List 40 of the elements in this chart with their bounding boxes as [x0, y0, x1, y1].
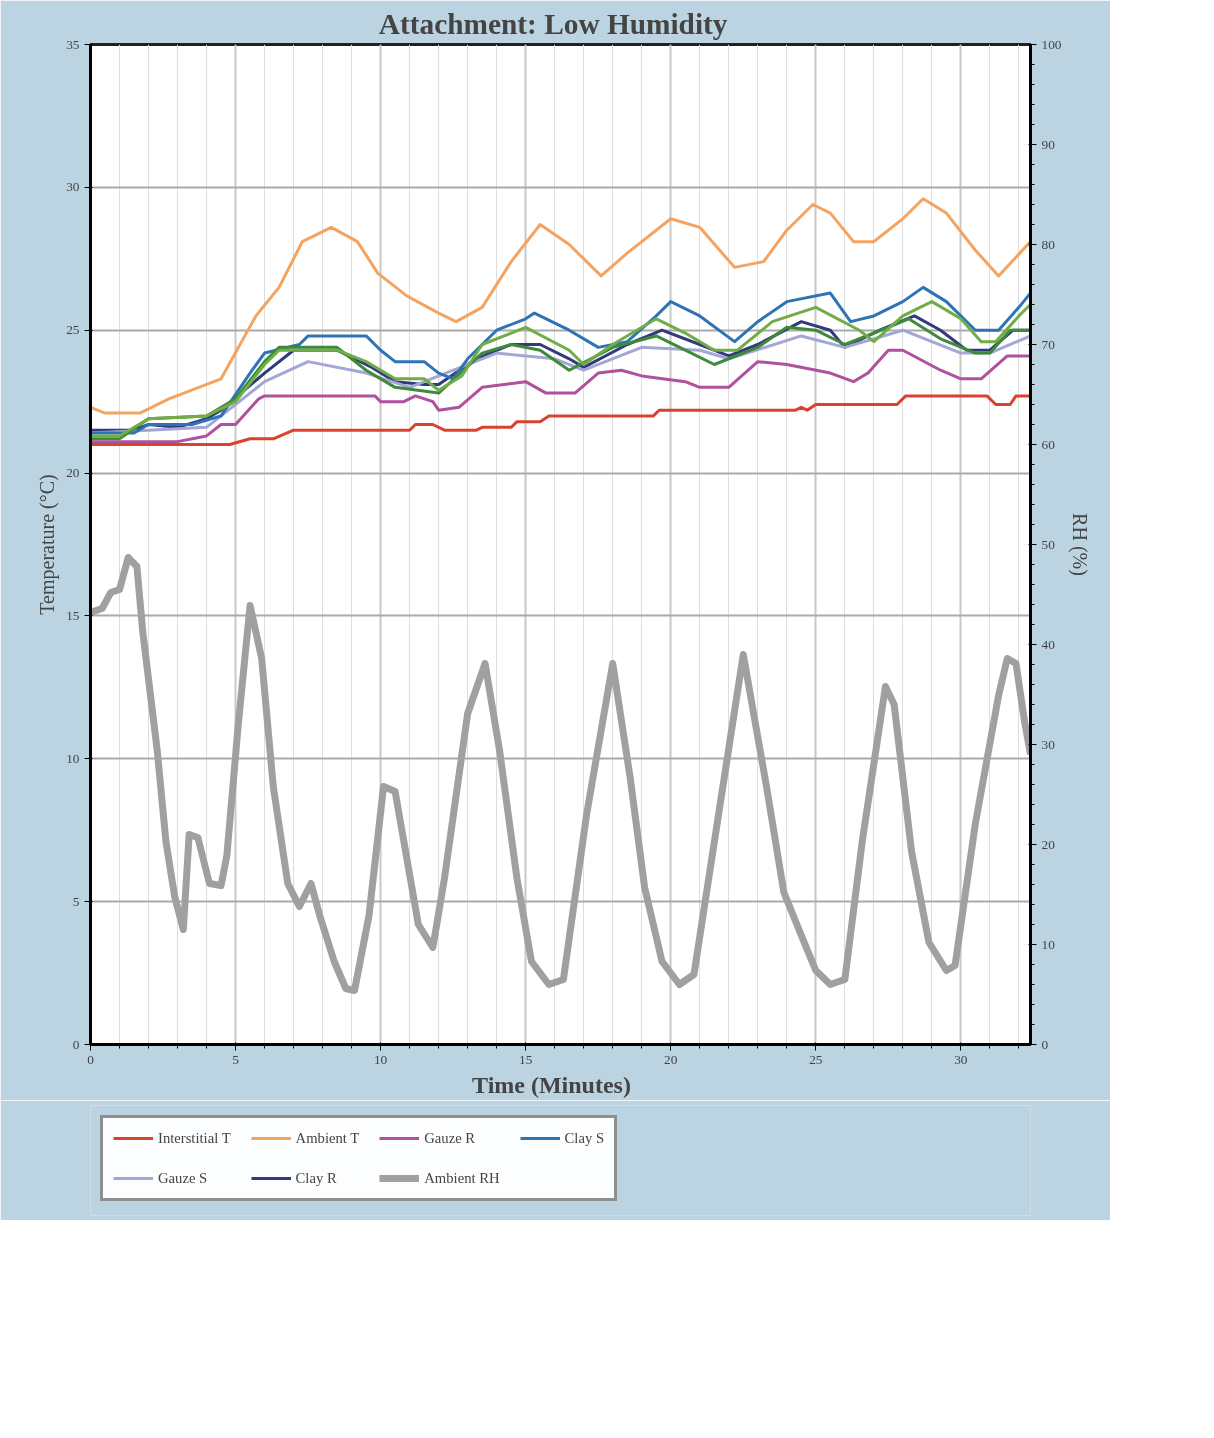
chart-title: Attachment: Low Humidity	[378, 7, 728, 40]
y-tick-label: 30	[66, 179, 80, 195]
line-series	[90, 394, 1031, 446]
y2-tick-label: 90	[1041, 136, 1056, 152]
x-tick-label: 5	[232, 1051, 240, 1067]
x-axis-title: Time (Minutes)	[472, 1071, 631, 1098]
y2-tick-label: 30	[1041, 736, 1056, 752]
x-tick-label: 30	[954, 1051, 968, 1067]
line-series	[90, 348, 1031, 444]
y2-axis-title: RH (%)	[1068, 513, 1092, 576]
y2-tick-label: 60	[1041, 436, 1056, 452]
x-tick-label: 15	[519, 1051, 533, 1067]
y2-tick-label: 20	[1041, 836, 1056, 852]
y2-tick-label: 0	[1041, 1036, 1049, 1052]
x-tick-label: 20	[664, 1051, 678, 1067]
legend-label: Clay R	[295, 1169, 337, 1187]
legend-label: Gauze S	[158, 1169, 208, 1187]
y2-tick-label: 40	[1041, 636, 1056, 652]
y2-tick-label: 50	[1041, 536, 1056, 552]
y-tick-label: 5	[72, 893, 80, 909]
legend-label: Clay S	[564, 1129, 605, 1147]
legend-label: Ambient RH	[424, 1169, 500, 1187]
line-series	[90, 197, 1031, 415]
legend-label: Gauze R	[424, 1129, 476, 1147]
y-tick-label: 25	[66, 322, 80, 338]
legend-label: Interstitial T	[158, 1129, 231, 1147]
y-tick-label: 15	[66, 607, 80, 623]
y-tick-label: 0	[72, 1036, 80, 1052]
y-tick-label: 10	[66, 750, 80, 766]
x-tick-label: 25	[809, 1051, 823, 1067]
x-tick-label: 10	[373, 1051, 388, 1067]
legend-label: Ambient T	[295, 1129, 360, 1147]
x-tick-label: 0	[87, 1051, 95, 1067]
y-axis-title: Temperature (°C)	[36, 474, 60, 615]
y-tick-label: 20	[66, 465, 80, 481]
y2-tick-label: 80	[1041, 236, 1056, 252]
y2-tick-label: 10	[1041, 936, 1056, 952]
y2-tick-label: 70	[1041, 336, 1056, 352]
y2-tick-label: 100	[1041, 36, 1062, 52]
y-tick-label: 35	[66, 36, 80, 52]
